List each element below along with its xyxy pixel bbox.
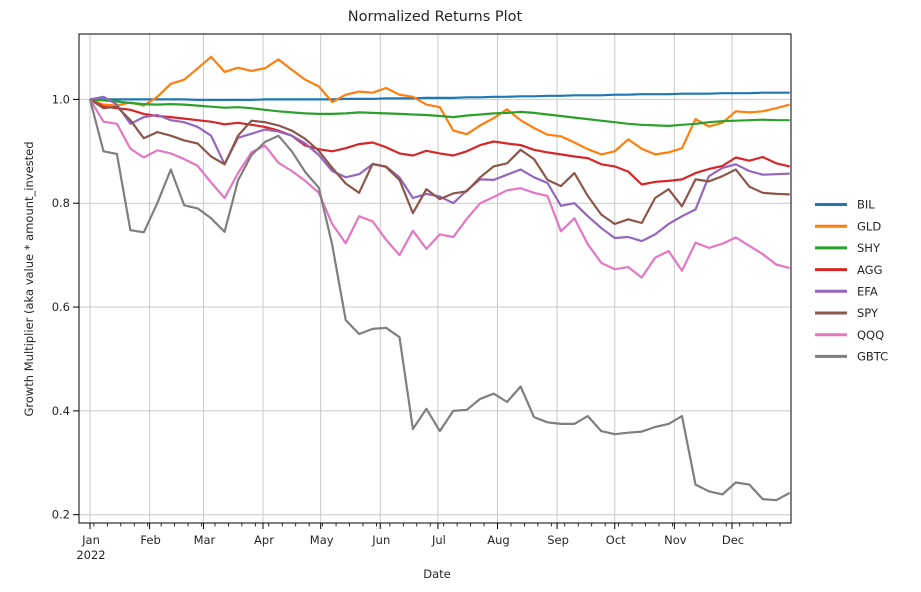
series-line-GBTC (88, 99, 791, 502)
legend: BIL GLD SHY AGG EFA SPY QQQ GBTC (815, 198, 888, 364)
legend-item-GBTC: GBTC (815, 350, 888, 364)
legend-item-BIL: BIL (815, 198, 875, 212)
series-line-QQQ (89, 98, 790, 279)
chart-title: Normalized Returns Plot (348, 9, 523, 25)
legend-item-SPY: SPY (815, 306, 879, 320)
x-tick-label: Oct (606, 533, 626, 547)
legend-item-GLD: GLD (815, 219, 881, 233)
x-tick-label: Jul (431, 533, 446, 547)
legend-item-EFA: EFA (815, 285, 878, 299)
series-line-BIL (90, 91, 790, 102)
legend-label-AGG: AGG (857, 263, 883, 277)
legend-label-QQQ: QQQ (857, 328, 884, 342)
legend-label-GBTC: GBTC (857, 350, 888, 364)
x-tick-label: Jun (371, 533, 390, 547)
series-line-GLD (89, 55, 790, 156)
series-layer (88, 55, 791, 502)
x-tick-label: Jan (81, 533, 100, 547)
x-tick-label: Mar (194, 533, 216, 547)
y-tick-label: 0.4 (52, 404, 70, 418)
legend-label-SPY: SPY (857, 306, 879, 320)
plot-area-border (78, 33, 792, 524)
x-tick-label: Apr (254, 533, 274, 547)
tick-layer (73, 98, 781, 529)
series-line-AGG (89, 98, 790, 186)
legend-label-GLD: GLD (857, 219, 881, 233)
x-year-label: 2022 (76, 548, 105, 562)
legend-label-BIL: BIL (857, 198, 875, 212)
legend-label-EFA: EFA (857, 285, 878, 299)
x-tick-label: Nov (664, 533, 687, 547)
x-tick-label: May (310, 533, 334, 547)
y-axis-label: Growth Multiplier (aka value * amount_in… (22, 141, 36, 416)
tick-label-layer: 0.2 0.4 0.6 0.8 1.0 Jan Feb Mar Apr May Jun Jul Aug S… (52, 92, 744, 547)
y-tick-label: 0.2 (52, 508, 70, 522)
x-tick-label: Sep (547, 533, 569, 547)
legend-label-SHY: SHY (857, 241, 881, 255)
y-tick-label: 0.8 (52, 196, 70, 210)
x-axis-label: Date (423, 567, 451, 581)
series-line-SHY (89, 98, 790, 128)
x-tick-label: Aug (487, 533, 509, 547)
legend-item-QQQ: QQQ (815, 328, 884, 342)
y-tick-label: 0.6 (52, 300, 70, 314)
series-line-EFA (89, 95, 790, 243)
series-line-SPY (89, 98, 790, 226)
legend-item-SHY: SHY (815, 241, 881, 255)
x-tick-label: Dec (722, 533, 744, 547)
y-tick-label: 1.0 (52, 92, 70, 106)
x-tick-label: Feb (140, 533, 160, 547)
legend-item-AGG: AGG (815, 263, 883, 277)
